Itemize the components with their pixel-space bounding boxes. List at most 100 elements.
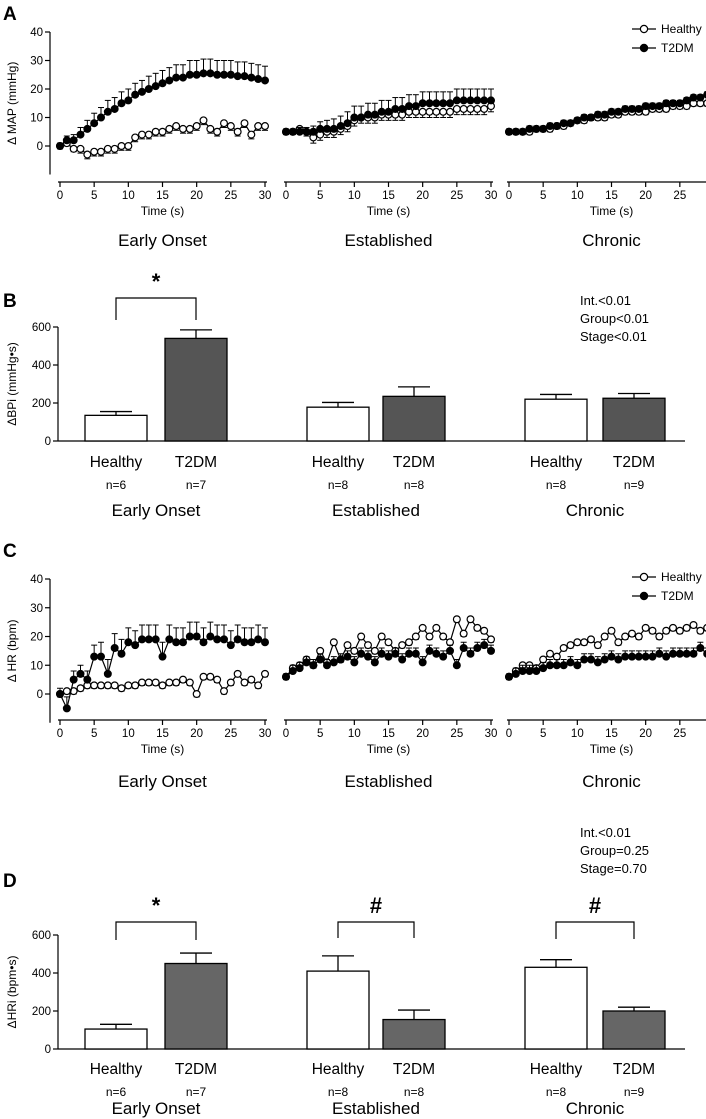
bar-t2dm	[382, 1018, 446, 1050]
legend-label-t2dm: T2DM	[661, 41, 694, 55]
x-tick-label: 0	[283, 728, 289, 740]
data-point-t2dm	[545, 122, 554, 131]
data-point-healthy	[689, 620, 698, 629]
data-point-t2dm	[117, 99, 126, 108]
data-point-t2dm	[179, 638, 188, 647]
data-point-t2dm	[295, 127, 304, 136]
data-point-healthy	[144, 678, 153, 687]
data-point-t2dm	[384, 107, 393, 116]
x-tick-label: 0	[57, 728, 63, 740]
y-axis-label: ΔBPi (mmHg•s)	[5, 342, 19, 426]
data-point-healthy	[439, 632, 448, 641]
data-point-t2dm	[473, 96, 482, 105]
data-point-healthy	[418, 623, 427, 632]
data-point-t2dm	[83, 124, 92, 133]
y-tick-label: 400	[32, 360, 51, 372]
sample-size-label: n=8	[546, 478, 567, 492]
data-point-t2dm	[586, 113, 595, 122]
stats-line: Group=0.25	[580, 843, 649, 858]
data-point-t2dm	[518, 666, 527, 675]
data-point-healthy	[432, 107, 441, 116]
y-axis-label: ΔHRi (bpm•s)	[5, 956, 19, 1029]
data-point-t2dm	[675, 99, 684, 108]
data-point-t2dm	[185, 632, 194, 641]
data-point-t2dm	[220, 70, 229, 79]
data-point-t2dm	[511, 127, 520, 136]
data-point-healthy	[634, 632, 643, 641]
x-tick-label: 10	[348, 728, 361, 740]
sample-size-label: n=8	[328, 478, 349, 492]
bar-healthy	[524, 966, 588, 1050]
data-point-healthy	[662, 626, 671, 635]
data-point-healthy	[452, 615, 461, 624]
y-tick-label: 30	[30, 56, 43, 68]
bar-group-label: T2DM	[175, 454, 217, 471]
data-point-t2dm	[425, 646, 434, 655]
data-point-t2dm	[288, 127, 297, 136]
data-point-healthy	[206, 124, 215, 133]
data-point-t2dm	[364, 110, 373, 119]
data-point-t2dm	[226, 70, 235, 79]
y-tick-label: 400	[32, 968, 51, 980]
data-point-t2dm	[432, 99, 441, 108]
data-point-t2dm	[552, 122, 561, 131]
data-point-t2dm	[247, 638, 256, 647]
data-point-healthy	[696, 626, 705, 635]
data-point-t2dm	[466, 96, 475, 105]
data-point-healthy	[627, 629, 636, 638]
data-point-t2dm	[627, 104, 636, 113]
data-point-t2dm	[662, 99, 671, 108]
sample-size-label: n=7	[186, 478, 207, 492]
legend-label-healthy: Healthy	[661, 22, 702, 36]
data-point-t2dm	[668, 649, 677, 658]
data-point-t2dm	[391, 104, 400, 113]
data-point-healthy	[185, 124, 194, 133]
x-tick-label: 5	[91, 728, 97, 740]
bar-healthy	[306, 406, 370, 442]
significance-bracket	[115, 297, 197, 320]
x-tick-label: 15	[605, 190, 618, 202]
x-tick-label: 15	[605, 728, 618, 740]
data-point-t2dm	[580, 113, 589, 122]
data-point-healthy	[466, 104, 475, 113]
data-point-t2dm	[641, 102, 650, 111]
x-tick-label: 25	[224, 190, 237, 202]
data-point-t2dm	[682, 96, 691, 105]
sample-size-label: n=7	[186, 1085, 207, 1099]
data-point-t2dm	[350, 113, 359, 122]
data-point-t2dm	[518, 127, 527, 136]
bar-t2dm	[602, 397, 666, 442]
data-point-t2dm	[580, 655, 589, 664]
stats-line: Int.<0.01	[580, 293, 631, 308]
x-tick-label: 30	[259, 190, 272, 202]
data-point-t2dm	[165, 635, 174, 644]
data-point-healthy	[703, 624, 706, 632]
x-tick-label: 30	[485, 728, 498, 740]
data-point-t2dm	[199, 638, 208, 647]
data-point-t2dm	[329, 658, 338, 667]
data-point-t2dm	[110, 643, 119, 652]
x-axis-label: Time (s)	[367, 742, 411, 756]
data-point-healthy	[76, 144, 85, 153]
stats-line: Stage<0.01	[580, 329, 647, 344]
data-point-healthy	[103, 681, 112, 690]
data-point-t2dm	[600, 110, 609, 119]
data-point-healthy	[655, 632, 664, 641]
data-point-healthy	[329, 638, 338, 647]
data-point-t2dm	[55, 689, 64, 698]
y-axis-label: Δ HR (bpm)	[5, 620, 19, 683]
bar-group-label: Healthy	[530, 454, 583, 471]
data-point-t2dm	[117, 649, 126, 658]
data-point-t2dm	[309, 127, 318, 136]
data-point-healthy	[83, 150, 92, 159]
x-tick-label: 25	[450, 728, 463, 740]
data-point-t2dm	[655, 649, 664, 658]
data-point-healthy	[96, 147, 105, 156]
y-tick-label: 0	[45, 1044, 51, 1056]
data-point-healthy	[405, 638, 414, 647]
data-point-t2dm	[539, 664, 548, 673]
data-point-t2dm	[131, 641, 140, 650]
data-point-t2dm	[648, 102, 657, 111]
data-point-t2dm	[138, 87, 147, 96]
